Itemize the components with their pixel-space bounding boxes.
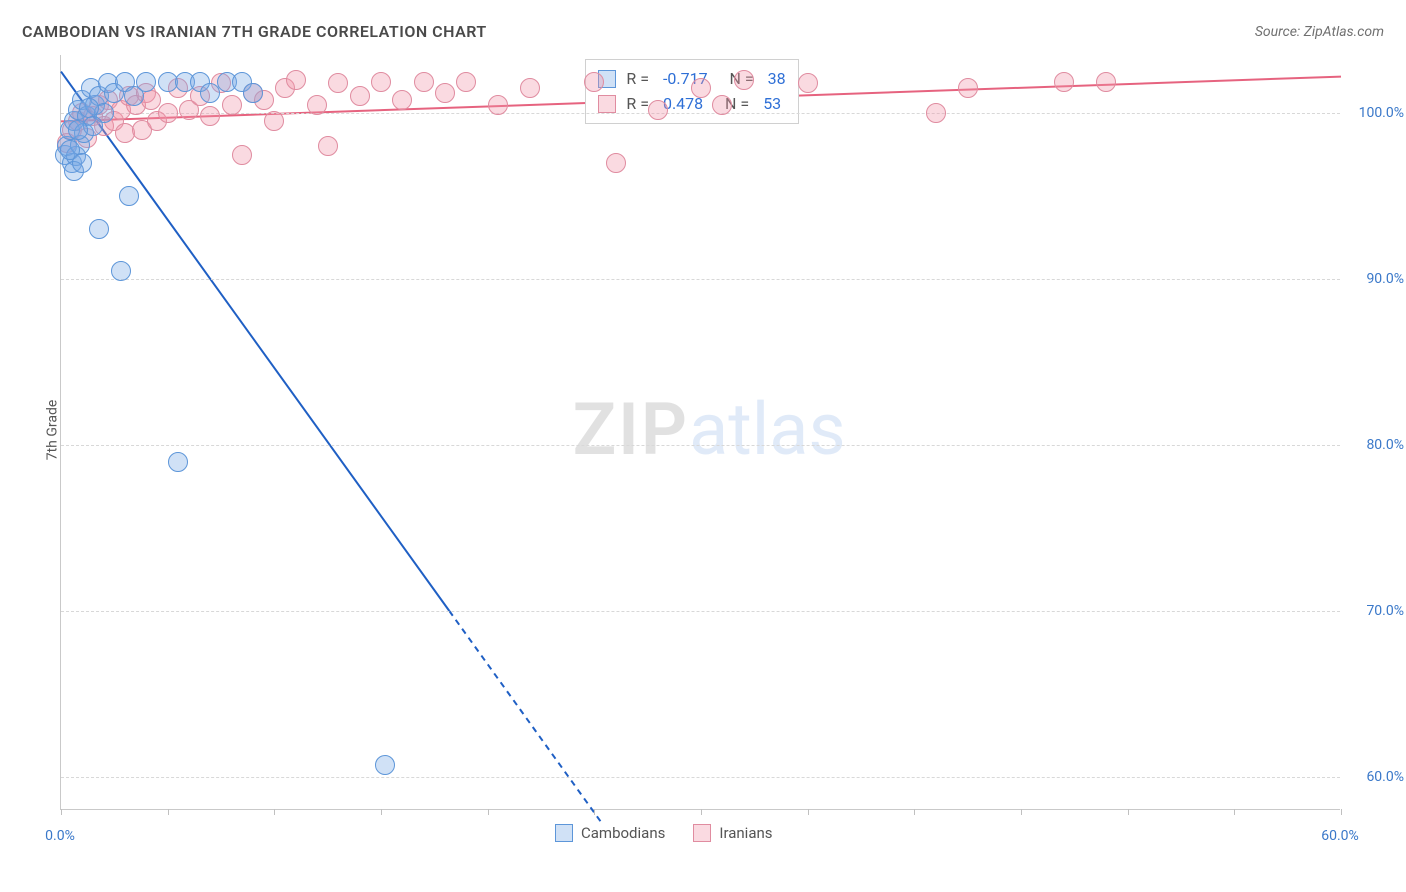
data-point	[232, 145, 252, 165]
gridline	[61, 611, 1340, 612]
data-point	[435, 83, 455, 103]
data-point	[958, 78, 978, 98]
data-point	[712, 95, 732, 115]
data-point	[286, 70, 306, 90]
series-swatch	[598, 95, 616, 113]
y-tick-label: 60.0%	[1366, 769, 1404, 785]
data-point	[1096, 72, 1116, 92]
data-point	[798, 73, 818, 93]
x-tick	[61, 809, 62, 815]
x-tick	[1234, 809, 1235, 815]
legend-label: Iranians	[719, 824, 772, 842]
data-point	[1054, 72, 1074, 92]
data-point	[200, 106, 220, 126]
data-point	[89, 219, 109, 239]
data-point	[328, 73, 348, 93]
legend-item: Iranians	[693, 824, 772, 842]
data-point	[264, 111, 284, 131]
legend-swatch	[693, 824, 711, 842]
data-point	[136, 72, 156, 92]
plot-area: R = -0.717 N = 38R = 0.478 N = 53 ZIPatl…	[60, 55, 1340, 810]
x-tick	[488, 809, 489, 815]
data-point	[734, 70, 754, 90]
data-point	[79, 98, 99, 118]
x-tick	[381, 809, 382, 815]
x-tick	[274, 809, 275, 815]
x-tick	[168, 809, 169, 815]
data-point	[243, 83, 263, 103]
x-tick-label: 0.0%	[45, 828, 75, 844]
data-point	[307, 95, 327, 115]
data-point	[926, 103, 946, 123]
x-tick-label: 60.0%	[1321, 828, 1359, 844]
gridline	[61, 777, 1340, 778]
data-point	[119, 186, 139, 206]
data-point	[648, 100, 668, 120]
data-point	[414, 72, 434, 92]
legend-item: Cambodians	[555, 824, 665, 842]
stat-r-label: R =	[626, 66, 653, 92]
data-point	[691, 78, 711, 98]
data-point	[68, 120, 88, 140]
data-point	[392, 90, 412, 110]
data-point	[375, 755, 395, 775]
regression-lines	[61, 55, 1340, 809]
y-tick-label: 100.0%	[1359, 105, 1404, 121]
y-tick-label: 70.0%	[1366, 603, 1404, 619]
x-tick	[808, 809, 809, 815]
chart-title: CAMBODIAN VS IRANIAN 7TH GRADE CORRELATI…	[22, 22, 487, 41]
regression-line	[449, 611, 600, 822]
data-point	[141, 90, 161, 110]
stat-n-value: 38	[768, 66, 786, 92]
legend-label: Cambodians	[581, 824, 665, 842]
bottom-legend: Cambodians Iranians	[555, 824, 773, 842]
gridline	[61, 279, 1340, 280]
x-tick	[594, 809, 595, 815]
gridline	[61, 445, 1340, 446]
y-tick-label: 90.0%	[1366, 271, 1404, 287]
data-point	[456, 72, 476, 92]
x-tick	[914, 809, 915, 815]
x-tick	[1341, 809, 1342, 815]
x-tick	[701, 809, 702, 815]
data-point	[371, 72, 391, 92]
gridline	[61, 113, 1340, 114]
legend-swatch	[555, 824, 573, 842]
data-point	[222, 95, 242, 115]
data-point	[520, 78, 540, 98]
data-point	[200, 83, 220, 103]
data-point	[606, 153, 626, 173]
y-tick-label: 80.0%	[1366, 437, 1404, 453]
y-axis-label: 7th Grade	[44, 400, 60, 461]
data-point	[72, 153, 92, 173]
source-label: Source: ZipAtlas.com	[1255, 24, 1384, 40]
data-point	[488, 95, 508, 115]
data-point	[158, 103, 178, 123]
x-tick	[1128, 809, 1129, 815]
regression-line	[61, 72, 449, 611]
data-point	[584, 72, 604, 92]
data-point	[111, 261, 131, 281]
data-point	[350, 86, 370, 106]
data-point	[318, 136, 338, 156]
data-point	[168, 452, 188, 472]
x-tick	[1021, 809, 1022, 815]
